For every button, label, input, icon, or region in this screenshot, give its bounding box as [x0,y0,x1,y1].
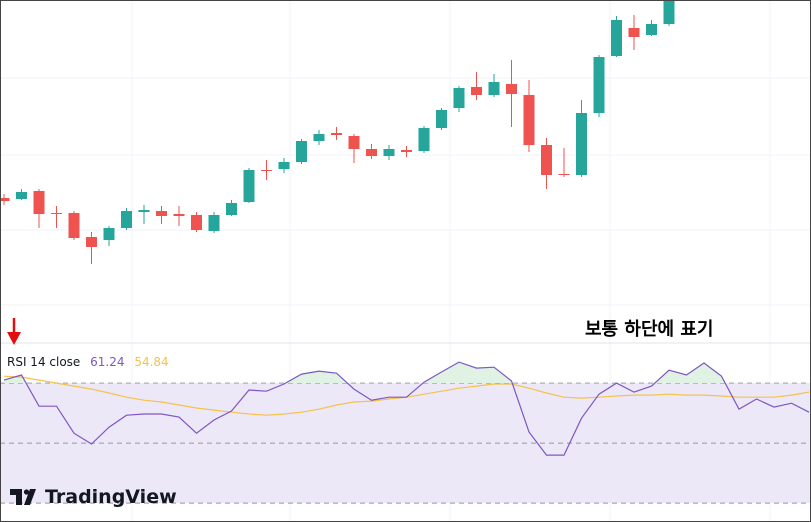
candle-body [628,28,640,37]
candle-body [576,113,587,175]
candle-body [593,57,605,113]
logo-dot [23,489,30,495]
candle-body [523,95,535,145]
candle-body [68,213,80,238]
arrow-head [7,332,21,345]
red-arrow [7,318,21,345]
candle-body [86,237,97,247]
candle-body [471,87,482,95]
candle-body [33,191,45,214]
legend-label: RSI 14 close [7,355,80,369]
candle-body [506,84,517,94]
candle-body [488,82,500,95]
rsi-legend: RSI 14 close 61.24 54.84 [7,355,169,369]
candle-body [663,0,675,24]
logo-mark [10,489,36,505]
candle-body [558,174,570,175]
candle-body [296,141,307,162]
logo-text: TradingView [45,486,177,508]
legend-value: 54.84 [134,355,168,369]
candle-body [418,128,430,151]
candle-body [0,198,10,201]
candle-body [103,228,115,240]
rsi-line [3,361,810,456]
legend-value: 61.24 [90,355,124,369]
candle-body [611,20,622,56]
candle-body [261,170,272,171]
candle-body [401,150,412,152]
candle-body [138,210,150,212]
candle-body [121,211,132,228]
candle-body [243,170,255,202]
candle-body [278,162,290,169]
candle-body [383,149,395,156]
candle-body [348,136,360,149]
candle-body [646,24,657,35]
candle-body [366,149,377,156]
candle-body [331,133,342,135]
candle-body [51,213,62,214]
price-pane [0,0,675,264]
rsi-pane [0,361,811,504]
annotation-note: 보통 하단에 표기 [585,319,713,340]
candle-body [191,215,202,230]
candle-body [156,211,167,216]
candle-body [313,134,325,141]
candle-body [16,192,27,199]
candle-body [173,214,185,216]
candle-body [541,145,552,175]
candle-body [208,215,220,231]
candle-body [436,110,447,128]
candle-body [226,203,237,215]
logo: TradingView [10,486,177,508]
candle-body [453,88,465,108]
